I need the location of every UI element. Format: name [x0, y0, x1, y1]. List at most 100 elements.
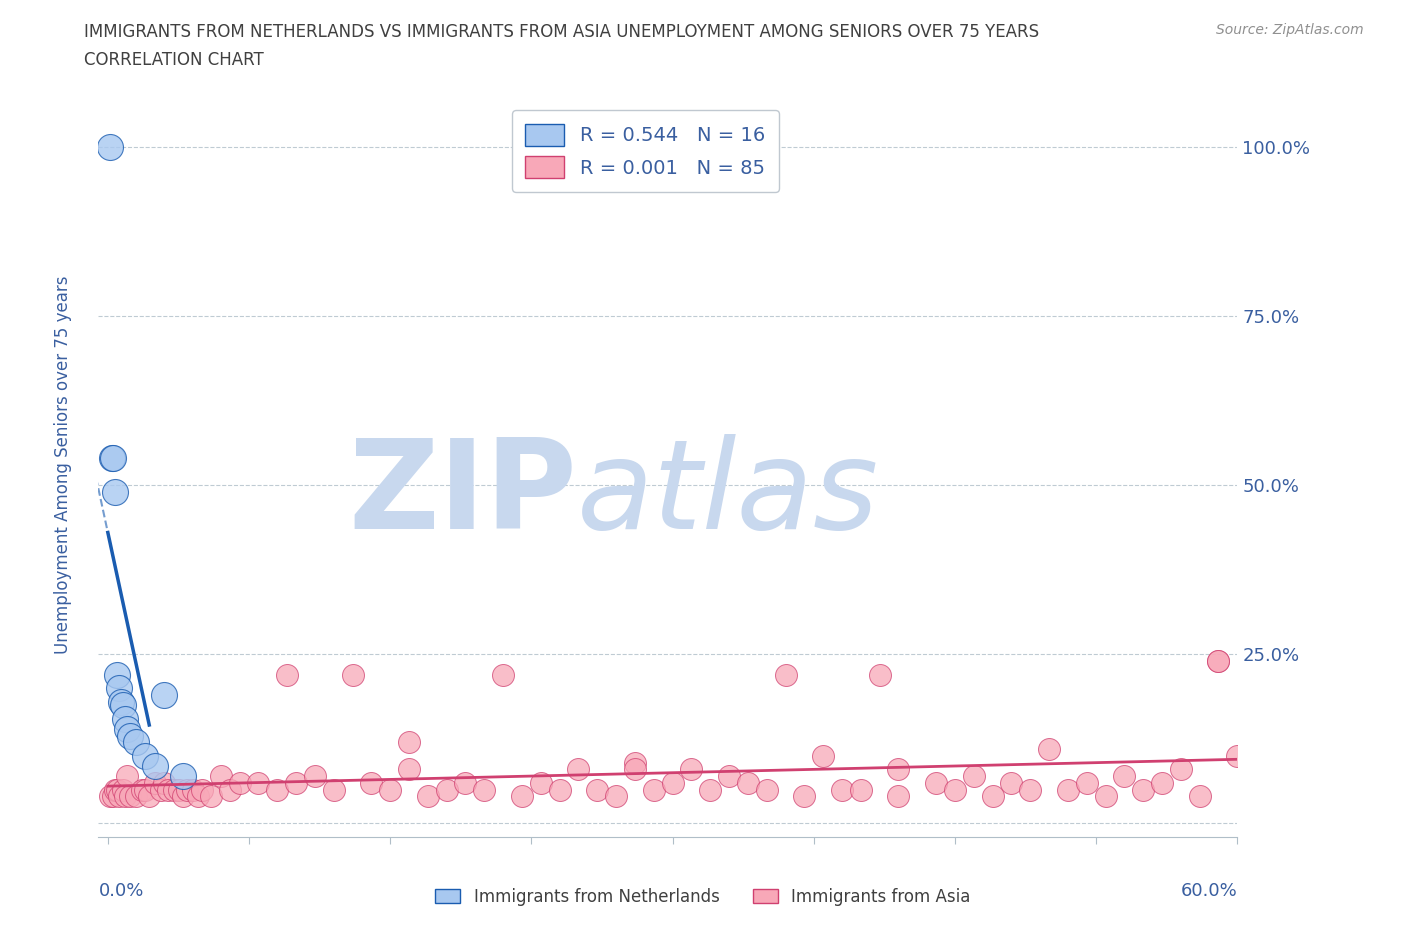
Point	[775, 667, 797, 682]
Point	[1170, 762, 1192, 777]
Text: Unemployment Among Seniors over 75 years: Unemployment Among Seniors over 75 years	[55, 276, 72, 654]
Point	[793, 789, 815, 804]
Point	[510, 789, 533, 804]
Point	[111, 782, 134, 797]
Point	[1057, 782, 1080, 797]
Point	[681, 762, 703, 777]
Point	[755, 782, 778, 797]
Point	[963, 769, 986, 784]
Point	[247, 776, 270, 790]
Point	[643, 782, 665, 797]
Point	[624, 762, 647, 777]
Point	[548, 782, 571, 797]
Point	[398, 762, 420, 777]
Point	[492, 667, 515, 682]
Point	[304, 769, 326, 784]
Point	[209, 769, 232, 784]
Point	[111, 698, 134, 712]
Point	[454, 776, 477, 790]
Text: IMMIGRANTS FROM NETHERLANDS VS IMMIGRANTS FROM ASIA UNEMPLOYMENT AMONG SENIORS O: IMMIGRANTS FROM NETHERLANDS VS IMMIGRANT…	[84, 23, 1039, 41]
Point	[1208, 654, 1230, 669]
Point	[153, 776, 176, 790]
Point	[661, 776, 683, 790]
Point	[200, 789, 222, 804]
Text: Source: ZipAtlas.com: Source: ZipAtlas.com	[1216, 23, 1364, 37]
Point	[120, 789, 142, 804]
Text: atlas: atlas	[576, 434, 879, 555]
Point	[98, 789, 121, 804]
Point	[530, 776, 553, 790]
Point	[115, 769, 138, 784]
Point	[472, 782, 495, 797]
Point	[605, 789, 627, 804]
Point	[105, 667, 128, 682]
Point	[163, 782, 186, 797]
Text: CORRELATION CHART: CORRELATION CHART	[84, 51, 264, 69]
Point	[228, 776, 250, 790]
Legend: Immigrants from Netherlands, Immigrants from Asia: Immigrants from Netherlands, Immigrants …	[429, 881, 977, 912]
Point	[149, 782, 172, 797]
Point	[398, 735, 420, 750]
Point	[115, 722, 138, 737]
Point	[1000, 776, 1022, 790]
Point	[103, 451, 125, 466]
Point	[172, 769, 194, 784]
Point	[811, 749, 834, 764]
Point	[1019, 782, 1042, 797]
Point	[131, 782, 153, 797]
Text: ZIP: ZIP	[349, 434, 576, 555]
Text: 0.0%: 0.0%	[98, 882, 143, 899]
Point	[887, 762, 910, 777]
Point	[1150, 776, 1173, 790]
Point	[276, 667, 298, 682]
Point	[104, 485, 127, 499]
Point	[138, 789, 160, 804]
Point	[108, 681, 131, 696]
Point	[1226, 749, 1249, 764]
Point	[342, 667, 364, 682]
Legend: R = 0.544   N = 16, R = 0.001   N = 85: R = 0.544 N = 16, R = 0.001 N = 85	[512, 110, 779, 192]
Point	[567, 762, 589, 777]
Point	[831, 782, 853, 797]
Point	[266, 782, 288, 797]
Point	[869, 667, 891, 682]
Point	[699, 782, 721, 797]
Point	[981, 789, 1004, 804]
Point	[108, 789, 131, 804]
Point	[925, 776, 948, 790]
Point	[737, 776, 759, 790]
Point	[322, 782, 344, 797]
Point	[120, 728, 142, 743]
Point	[849, 782, 872, 797]
Point	[110, 695, 132, 710]
Point	[219, 782, 242, 797]
Point	[134, 749, 156, 764]
Point	[143, 776, 166, 790]
Point	[887, 789, 910, 804]
Point	[134, 782, 156, 797]
Point	[114, 789, 136, 804]
Point	[1114, 769, 1136, 784]
Point	[105, 782, 128, 797]
Point	[114, 711, 136, 726]
Point	[143, 759, 166, 774]
Text: 60.0%: 60.0%	[1181, 882, 1237, 899]
Point	[172, 789, 194, 804]
Point	[100, 451, 122, 466]
Point	[718, 769, 741, 784]
Point	[181, 782, 204, 797]
Point	[436, 782, 458, 797]
Point	[624, 755, 647, 770]
Point	[157, 782, 180, 797]
Point	[187, 789, 209, 804]
Point	[1038, 741, 1060, 756]
Point	[153, 687, 176, 702]
Point	[1132, 782, 1154, 797]
Point	[586, 782, 609, 797]
Point	[1094, 789, 1116, 804]
Point	[103, 789, 125, 804]
Point	[416, 789, 439, 804]
Point	[360, 776, 382, 790]
Point	[125, 789, 148, 804]
Point	[98, 140, 121, 154]
